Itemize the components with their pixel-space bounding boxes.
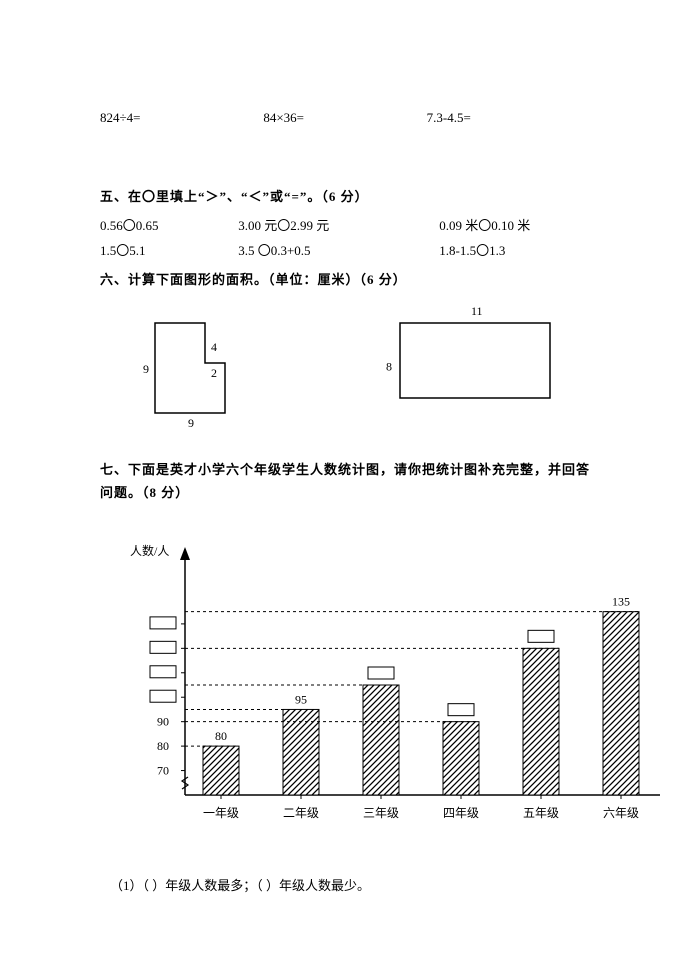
section7-title: 七、下面是英才小学六个年级学生人数统计图，请你把统计图补充完整，并回答问题。（8…: [100, 458, 590, 505]
svg-text:三年级: 三年级: [363, 806, 399, 820]
svg-text:二年级: 二年级: [283, 806, 319, 820]
chart-area: 人数/人70809080一年级95二年级三年级四年级五年级135六年级: [70, 515, 590, 845]
svg-text:9: 9: [188, 416, 194, 430]
calc-row: 824÷4= 84×36= 7.3-4.5=: [100, 110, 590, 126]
svg-text:95: 95: [295, 692, 307, 706]
section7-q1: （1）（ ）年级人数最多；（ ）年级人数最少。: [100, 875, 590, 894]
shapes-area: 4 2 9 9 11 8: [100, 298, 590, 448]
sec5-row2: 1.5〇5.1 3.5 〇0.3+0.5 1.8-1.5〇1.3: [100, 240, 590, 259]
s5r1a: 0.56〇0.65: [100, 215, 238, 234]
svg-text:4: 4: [211, 340, 217, 354]
svg-text:9: 9: [143, 362, 149, 376]
svg-text:70: 70: [157, 763, 169, 777]
svg-text:11: 11: [471, 304, 483, 318]
svg-text:一年级: 一年级: [203, 806, 239, 820]
svg-text:90: 90: [157, 714, 169, 728]
svg-text:人数/人: 人数/人: [130, 543, 169, 558]
svg-text:80: 80: [157, 739, 169, 753]
s5r2b: 3.5 〇0.3+0.5: [238, 240, 439, 259]
s5r1b: 3.00 元〇2.99 元: [238, 215, 439, 234]
svg-text:80: 80: [215, 729, 227, 743]
chart-svg: 人数/人 70 80 90 80 一年级 95 二年级 三年级 四年级 五年级 135 六年级: [70, 515, 660, 845]
calc-a: 824÷4=: [100, 110, 263, 126]
svg-text:2: 2: [211, 366, 217, 380]
calc-c: 7.3-4.5=: [427, 110, 590, 126]
svg-text:135: 135: [612, 594, 630, 608]
svg-text:五年级: 五年级: [523, 806, 559, 820]
s5r2c: 1.8-1.5〇1.3: [439, 240, 590, 259]
shapes-svg: 4 2 9 9 11 8: [100, 298, 600, 448]
s5r1c: 0.09 米〇0.10 米: [439, 215, 590, 234]
svg-text:四年级: 四年级: [443, 806, 479, 820]
section5-title: 五、在〇里填上“＞”、“＜”或“=”。（6 分）: [100, 186, 590, 205]
svg-text:8: 8: [386, 360, 392, 374]
s5r2a: 1.5〇5.1: [100, 240, 238, 259]
svg-text:六年级: 六年级: [603, 806, 639, 820]
section6-title: 六、计算下面图形的面积。（单位：厘米）（6 分）: [100, 269, 590, 288]
sec5-row1: 0.56〇0.65 3.00 元〇2.99 元 0.09 米〇0.10 米: [100, 215, 590, 234]
calc-b: 84×36=: [263, 110, 426, 126]
